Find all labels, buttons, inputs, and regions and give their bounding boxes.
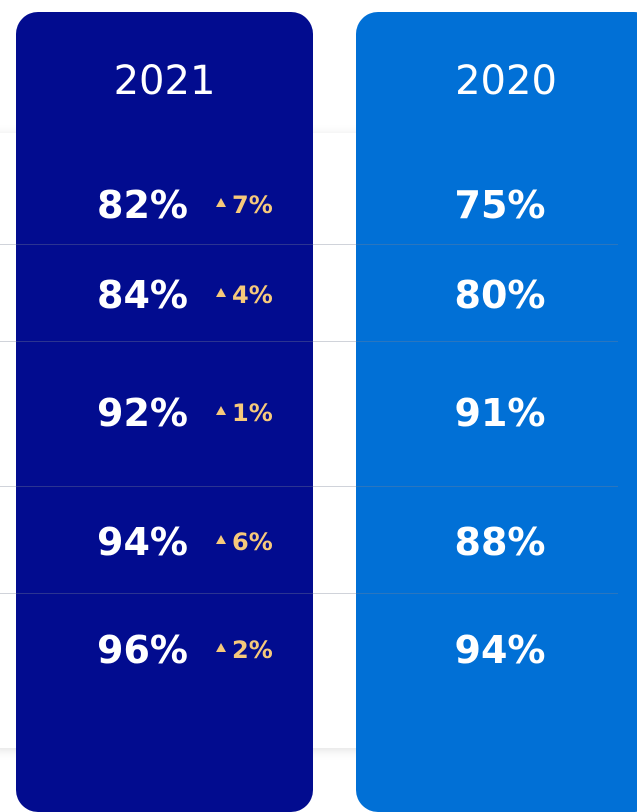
- value-2020: 91%: [454, 391, 546, 435]
- column-2020: [356, 12, 637, 812]
- column-header: 2021: [113, 58, 216, 104]
- value-2020: 75%: [454, 183, 546, 227]
- up-arrow: [216, 198, 226, 207]
- row-separator: [0, 244, 618, 245]
- up-arrow: [216, 406, 226, 415]
- row-separator: [0, 486, 618, 487]
- change: 6%: [232, 528, 273, 556]
- value-2020: 88%: [454, 520, 546, 564]
- up-arrow: [216, 288, 226, 297]
- column-header: 2020: [455, 58, 557, 104]
- change: 1%: [232, 399, 273, 427]
- value-2021: 96%: [97, 628, 188, 672]
- change: 4%: [232, 281, 273, 309]
- change: 2%: [232, 636, 273, 664]
- value-2020: 80%: [454, 273, 546, 317]
- value-2020: 94%: [454, 628, 546, 672]
- row-separator: [0, 341, 618, 342]
- value-2021: 82%: [97, 183, 188, 227]
- up-arrow: [216, 535, 226, 544]
- value-2021: 84%: [97, 273, 188, 317]
- change: 7%: [232, 191, 273, 219]
- up-arrow: [216, 643, 226, 652]
- column-2021: [16, 12, 313, 812]
- row-separator: [0, 593, 618, 594]
- page: {"table": {"headers": ["2021", "2020"], …: [0, 12, 637, 812]
- value-2021: 94%: [97, 520, 188, 564]
- value-2021: 92%: [97, 391, 188, 435]
